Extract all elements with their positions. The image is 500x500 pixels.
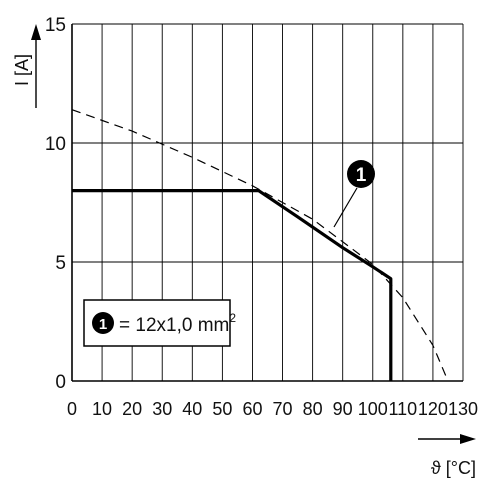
x-tick-label: 10 [92,399,112,419]
y-tick-label: 5 [55,253,66,274]
y-axis-label: I [A] [12,54,32,86]
x-tick-label: 90 [333,399,353,419]
x-tick-label: 20 [122,399,142,419]
x-tick-label: 40 [182,399,202,419]
legend-text-main: = 12x1,0 mm [119,315,229,336]
series-layer [71,109,449,382]
marker-leader-line [333,187,358,228]
legend-text: = 12x1,0 mm2 [119,311,236,336]
series-limit-curve-dashed [71,109,449,382]
legend-text-superscript: 2 [229,311,236,325]
x-tick-label: 80 [303,399,323,419]
axes [71,24,463,382]
y-axis-label-group: I [A] [12,24,41,108]
x-tick-label: 110 [388,399,417,419]
x-tick-label: 50 [212,399,232,419]
y-tick-label: 10 [45,134,66,155]
x-axis-label: ϑ [°C] [431,458,476,478]
tick-labels: 0 10 20 30 40 50 60 70 80 90 100 110 120 130 0 5 10 15 [45,15,478,419]
x-axis-arrow-head [460,434,476,444]
marker-badge-circle [347,160,375,188]
legend-marker-circle [92,312,114,334]
x-tick-label: 130 [448,399,478,419]
grid [71,23,464,382]
x-tick-label: 100 [358,399,388,419]
series-derating-curve [72,189,393,381]
y-axis-arrow-head [31,24,41,40]
x-tick-label: 120 [418,399,448,419]
marker-badge-text: 1 [356,165,367,186]
legend: 1 = 12x1,0 mm2 [83,299,236,347]
x-tick-label: 70 [273,399,293,419]
x-tick-label: 30 [152,399,172,419]
x-tick-label: 0 [67,399,77,419]
legend-marker-text: 1 [99,316,107,333]
x-axis-label-group: ϑ [°C] [418,434,476,478]
x-tick-label: 60 [242,399,262,419]
series-marker: 1 [333,160,375,228]
y-tick-label: 15 [45,15,66,36]
y-tick-label: 0 [55,372,66,393]
